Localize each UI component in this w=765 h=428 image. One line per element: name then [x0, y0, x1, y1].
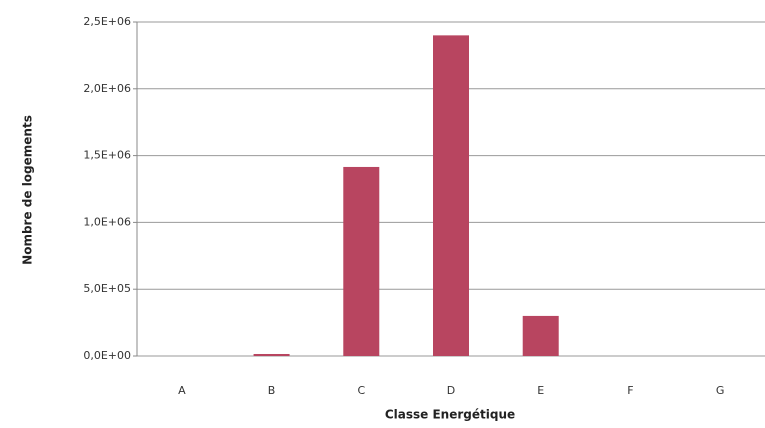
x-tick-label: B [268, 384, 276, 397]
x-tick-label: F [627, 384, 633, 397]
x-tick-label: C [357, 384, 365, 397]
x-tick-label: A [178, 384, 186, 397]
y-tick-label: 1,5E+06 [83, 149, 131, 162]
bar [433, 35, 469, 357]
x-tick-label: E [537, 384, 544, 397]
y-tick-label: 2,0E+06 [83, 82, 131, 95]
x-tick-label: G [716, 384, 725, 397]
bar [253, 353, 290, 356]
y-tick-label: 0,0E+00 [83, 349, 131, 362]
x-axis-title: Classe Energétique [385, 408, 515, 422]
bar [343, 166, 380, 356]
bar [522, 315, 559, 356]
y-tick-label: 5,0E+05 [83, 282, 131, 295]
y-tick-label: 1,0E+06 [83, 215, 131, 228]
y-axis-title: Nombre de logements [21, 115, 35, 265]
x-tick-label: D [447, 384, 455, 397]
y-tick-label: 2,5E+06 [83, 15, 131, 28]
